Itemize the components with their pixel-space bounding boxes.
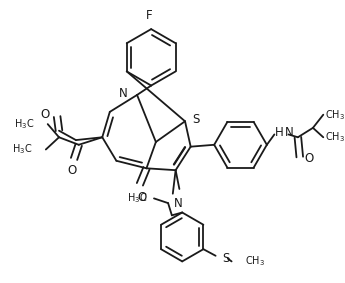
Text: O: O xyxy=(137,191,146,204)
Text: N: N xyxy=(174,197,183,210)
Text: H$_3$C: H$_3$C xyxy=(12,143,33,156)
Text: CH$_3$: CH$_3$ xyxy=(325,108,345,122)
Text: H: H xyxy=(275,126,284,139)
Text: O: O xyxy=(68,164,77,177)
Text: CH$_3$: CH$_3$ xyxy=(245,254,265,268)
Text: CH$_3$: CH$_3$ xyxy=(325,130,345,144)
Text: H$_3$C: H$_3$C xyxy=(127,192,147,205)
Text: O: O xyxy=(305,153,314,165)
Text: H$_3$C: H$_3$C xyxy=(14,117,34,131)
Text: N: N xyxy=(119,87,128,100)
Text: N: N xyxy=(285,126,294,139)
Text: S: S xyxy=(222,252,229,265)
Text: O: O xyxy=(40,108,50,121)
Text: S: S xyxy=(193,113,200,126)
Text: F: F xyxy=(146,8,152,22)
